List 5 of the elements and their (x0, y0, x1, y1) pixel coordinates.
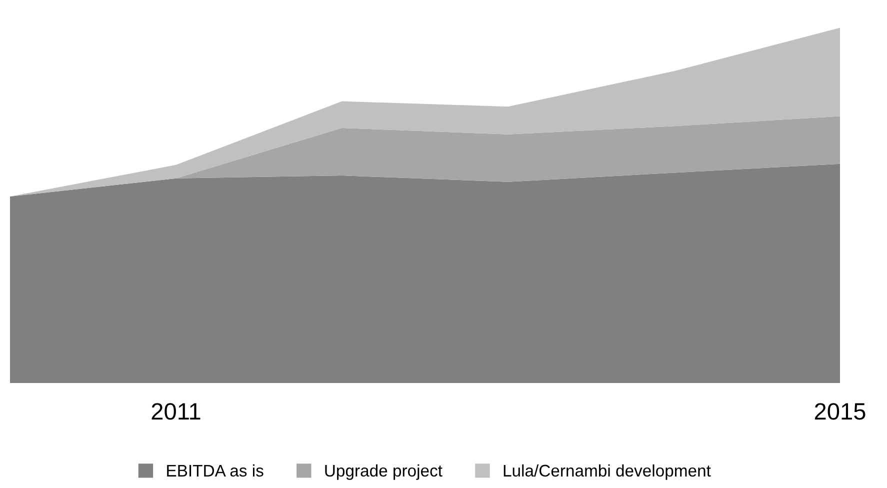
legend-label: Lula/Cernambi development (504, 464, 711, 480)
x-tick-label: 2015 (814, 403, 866, 420)
legend-label: Upgrade project (325, 464, 442, 480)
legend-label: EBITDA as is (167, 464, 264, 477)
x-tick-label: 2011 (152, 403, 200, 420)
